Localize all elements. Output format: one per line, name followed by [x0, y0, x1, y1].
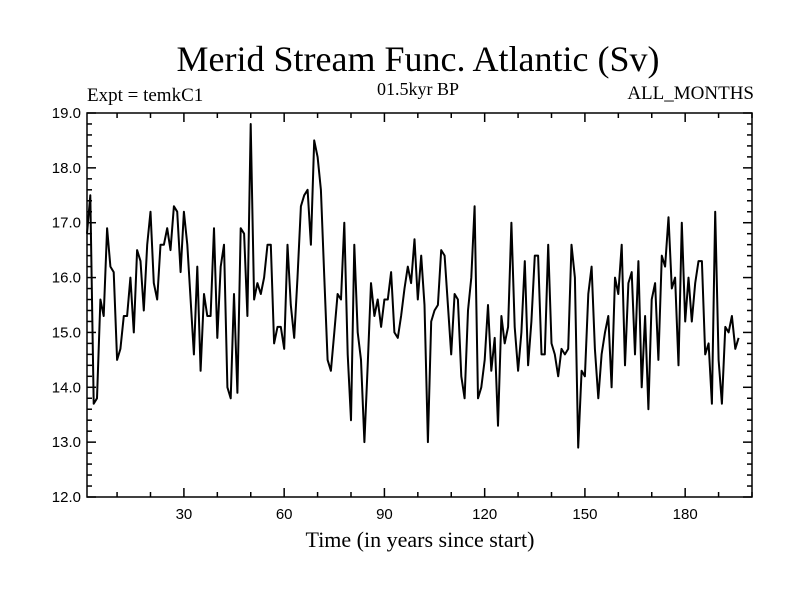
x-tick-label: 60	[276, 506, 293, 523]
y-tick-label: 17.0	[52, 215, 81, 232]
y-tick-label: 13.0	[52, 434, 81, 451]
y-tick-label: 12.0	[52, 489, 81, 506]
y-tick-label: 19.0	[52, 105, 81, 122]
x-tick-label: 180	[673, 506, 698, 523]
y-tick-label: 15.0	[52, 324, 81, 341]
series-line	[86, 123, 740, 449]
plot-frame	[86, 112, 753, 498]
y-tick-label: 14.0	[52, 379, 81, 396]
period-label: 01.5kyr BP	[376, 79, 459, 99]
months-label: ALL_MONTHS	[627, 83, 754, 104]
x-tick-label: 30	[176, 506, 193, 523]
x-axis-label: Time (in years since start)	[305, 527, 535, 552]
x-tick-label: 150	[572, 506, 597, 523]
x-tick-label: 90	[376, 506, 393, 523]
experiment-label: Expt = temkC1	[87, 85, 204, 106]
chart-title: Merid Stream Func. Atlantic (Sv)	[176, 39, 660, 79]
y-tick-label: 18.0	[52, 160, 81, 177]
x-tick-label: 120	[472, 506, 497, 523]
y-tick-label: 16.0	[52, 270, 81, 287]
tick-labels: 12.0 13.0 14.0 15.0 16.0 17.0 18.0 19.0 30 60 90 12…	[52, 105, 698, 523]
